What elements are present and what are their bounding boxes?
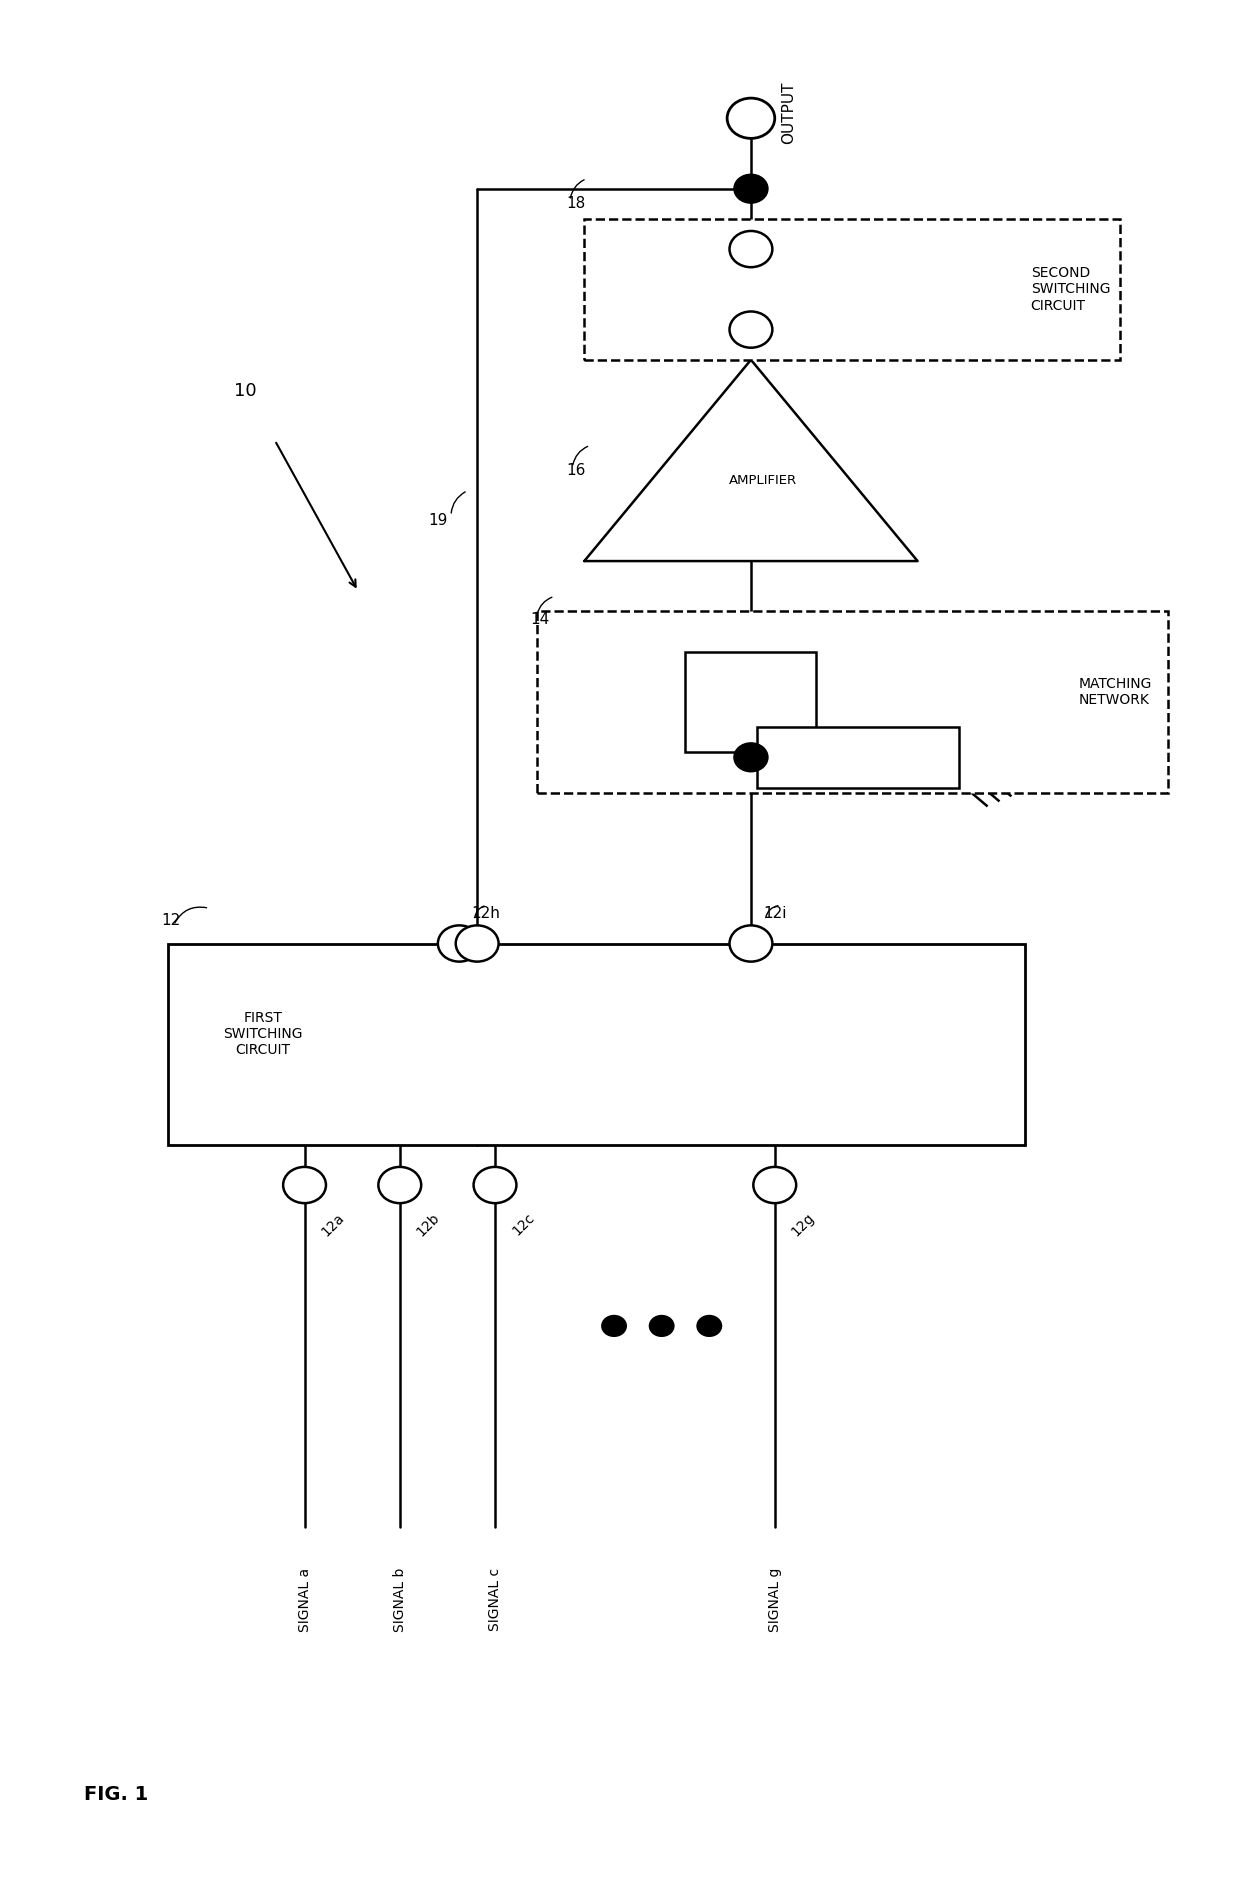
Circle shape (456, 925, 498, 962)
Text: 12c: 12c (510, 1210, 537, 1238)
Text: 12a: 12a (319, 1210, 347, 1238)
Circle shape (727, 98, 775, 138)
Bar (167, 944, 1024, 1145)
Bar (756, 726, 960, 787)
Bar (537, 611, 1168, 793)
Text: 12i: 12i (763, 906, 786, 921)
Text: 12h: 12h (471, 906, 500, 921)
Text: SECOND
SWITCHING
CIRCUIT: SECOND SWITCHING CIRCUIT (1030, 266, 1110, 313)
Bar (584, 219, 1120, 360)
Circle shape (650, 1315, 673, 1336)
Text: 12: 12 (161, 913, 181, 928)
Text: SIGNAL c: SIGNAL c (489, 1568, 502, 1630)
Text: 12b: 12b (414, 1210, 443, 1240)
Circle shape (378, 1166, 422, 1204)
Text: 18: 18 (567, 196, 585, 211)
Text: SIGNAL g: SIGNAL g (768, 1568, 781, 1632)
Text: SIGNAL b: SIGNAL b (393, 1568, 407, 1632)
Text: FIRST
SWITCHING
CIRCUIT: FIRST SWITCHING CIRCUIT (223, 1011, 303, 1057)
Circle shape (283, 1166, 326, 1204)
Circle shape (729, 925, 773, 962)
Bar (686, 651, 816, 753)
Text: 10: 10 (233, 381, 257, 400)
Text: OUTPUT: OUTPUT (781, 81, 796, 145)
Text: 12g: 12g (789, 1210, 817, 1240)
Text: FIG. 1: FIG. 1 (84, 1785, 149, 1804)
Circle shape (697, 1315, 722, 1336)
Circle shape (729, 311, 773, 347)
Circle shape (603, 1315, 626, 1336)
Circle shape (734, 743, 768, 772)
Text: AMPLIFIER: AMPLIFIER (729, 474, 797, 487)
Text: 16: 16 (567, 462, 585, 477)
Circle shape (754, 1166, 796, 1204)
Circle shape (474, 1166, 516, 1204)
Text: 14: 14 (531, 611, 551, 626)
Text: 19: 19 (428, 513, 448, 528)
Circle shape (438, 925, 481, 962)
Circle shape (729, 230, 773, 268)
Text: SIGNAL a: SIGNAL a (298, 1568, 311, 1632)
Text: MATCHING
NETWORK: MATCHING NETWORK (1079, 677, 1152, 708)
Circle shape (734, 175, 768, 202)
